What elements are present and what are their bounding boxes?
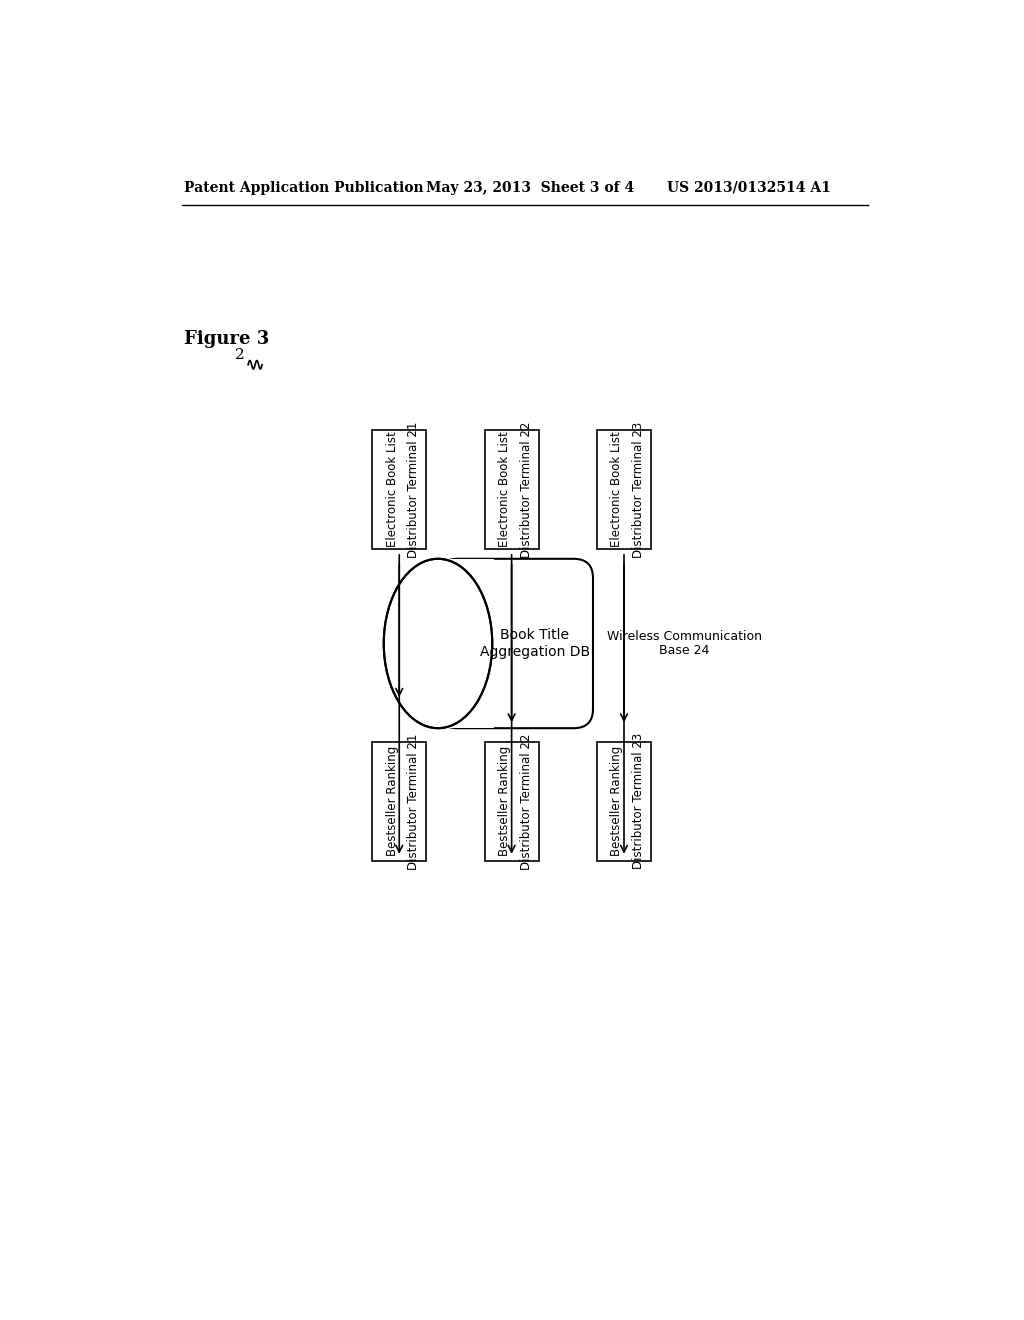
- Text: Electronic Book List: Electronic Book List: [386, 432, 398, 548]
- Bar: [597, 742, 651, 861]
- Text: Distributor Terminal 21: Distributor Terminal 21: [408, 421, 421, 557]
- FancyArrowPatch shape: [396, 565, 402, 853]
- FancyArrowPatch shape: [508, 554, 515, 721]
- Text: US 2013/0132514 A1: US 2013/0132514 A1: [667, 181, 830, 194]
- FancyArrowPatch shape: [508, 565, 515, 853]
- Text: Electronic Book List: Electronic Book List: [498, 432, 511, 548]
- FancyBboxPatch shape: [438, 558, 593, 729]
- Bar: [372, 742, 426, 861]
- FancyArrowPatch shape: [396, 554, 402, 696]
- Text: Distributor Terminal 22: Distributor Terminal 22: [520, 733, 532, 870]
- Text: Bestseller Ranking: Bestseller Ranking: [498, 746, 511, 857]
- Text: Figure 3: Figure 3: [183, 330, 269, 348]
- Bar: [372, 430, 426, 549]
- Text: Electronic Book List: Electronic Book List: [610, 432, 624, 548]
- Text: Book Title
Aggregation DB: Book Title Aggregation DB: [480, 628, 590, 659]
- Text: Patent Application Publication: Patent Application Publication: [183, 181, 424, 194]
- Bar: [430, 560, 496, 727]
- Text: Distributor Terminal 21: Distributor Terminal 21: [408, 733, 421, 870]
- Bar: [436, 558, 494, 729]
- FancyArrowPatch shape: [621, 554, 628, 721]
- Text: Distributor Terminal 22: Distributor Terminal 22: [520, 421, 532, 557]
- Bar: [484, 742, 539, 861]
- Text: Distributor Terminal 23: Distributor Terminal 23: [632, 733, 645, 870]
- Bar: [484, 430, 539, 549]
- FancyArrowPatch shape: [621, 565, 628, 853]
- Text: Bestseller Ranking: Bestseller Ranking: [610, 746, 624, 857]
- Text: 2: 2: [234, 347, 245, 362]
- Text: Bestseller Ranking: Bestseller Ranking: [386, 746, 398, 857]
- Bar: [597, 430, 651, 549]
- Text: May 23, 2013  Sheet 3 of 4: May 23, 2013 Sheet 3 of 4: [426, 181, 635, 194]
- Text: Wireless Communication
Base 24: Wireless Communication Base 24: [607, 630, 762, 657]
- Text: Distributor Terminal 23: Distributor Terminal 23: [632, 421, 645, 557]
